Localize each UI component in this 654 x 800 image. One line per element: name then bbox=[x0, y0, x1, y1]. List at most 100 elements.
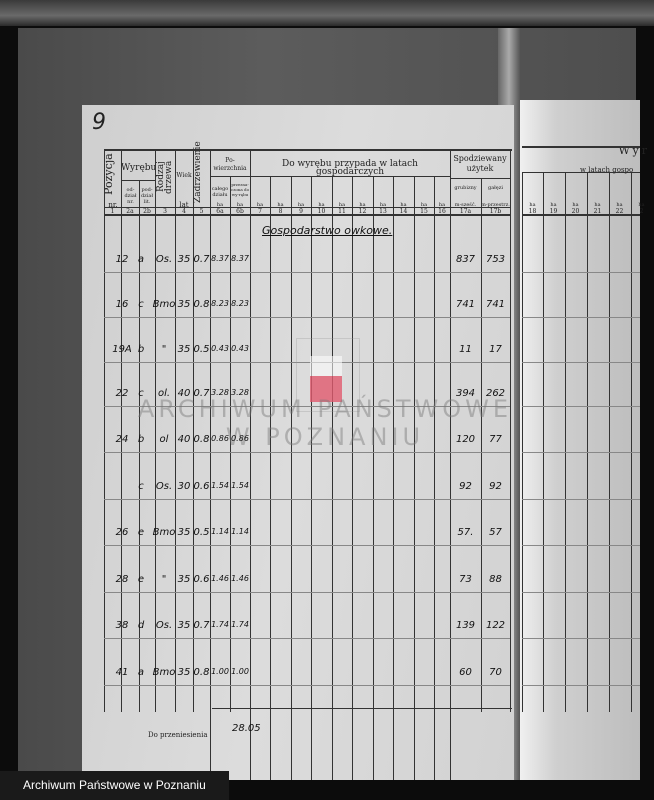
cell-zadrz: 0.7 bbox=[193, 388, 210, 399]
cell-wiek: 30 bbox=[177, 481, 191, 492]
cell-cal: 1.46 bbox=[211, 574, 229, 583]
cell-lit: c bbox=[138, 299, 144, 310]
cell-zadrz: 0.7 bbox=[193, 620, 210, 631]
row-rule bbox=[104, 545, 510, 546]
row-rule bbox=[104, 638, 510, 639]
cell-cal: 8.23 bbox=[211, 299, 229, 308]
right-column-number: 2 bbox=[639, 208, 644, 215]
right-rule-header bbox=[522, 214, 640, 216]
row-rule bbox=[104, 362, 510, 363]
cell-lit: c bbox=[138, 481, 144, 492]
right-column-rule bbox=[543, 172, 544, 712]
right-column-rule bbox=[609, 172, 610, 712]
right-row-rule bbox=[522, 272, 640, 273]
right-header-ha: ha bbox=[572, 202, 579, 208]
column-rule bbox=[291, 176, 292, 780]
column-rule bbox=[250, 150, 251, 780]
column-number: 12 bbox=[358, 208, 367, 215]
cell-lit: e bbox=[137, 527, 145, 538]
archive-banner: Archiwum Państwowe w Poznaniu bbox=[0, 771, 229, 800]
cell-grub: 73 bbox=[459, 574, 472, 585]
cell-wyr: 1.54 bbox=[231, 481, 249, 490]
rule-wyrebu bbox=[121, 180, 155, 181]
film-edge bbox=[0, 0, 654, 26]
cell-nr: 26 bbox=[115, 527, 129, 538]
cell-gal: 262 bbox=[485, 388, 506, 399]
cell-gal: 17 bbox=[489, 344, 502, 355]
right-row-rule bbox=[522, 685, 640, 686]
column-number: 3 bbox=[163, 208, 167, 215]
ledger-page bbox=[82, 105, 514, 780]
cell-wyr: 1.74 bbox=[231, 620, 249, 629]
header-galezi: gałęzi bbox=[488, 185, 503, 191]
archive-logo-watermark bbox=[296, 338, 360, 412]
cell-wyr: 8.23 bbox=[231, 299, 249, 308]
right-header-ha: ha bbox=[594, 202, 601, 208]
cell-nr: 22 bbox=[115, 388, 129, 399]
footer-total: 28.05 bbox=[232, 723, 261, 734]
column-number: 17b bbox=[489, 208, 502, 215]
column-rule bbox=[210, 150, 211, 780]
rule-numbers bbox=[104, 207, 510, 208]
cell-wiek: 35 bbox=[177, 344, 191, 355]
header-wyrebu: Wyrębu bbox=[121, 163, 157, 173]
header-do-wyrebu: Do wyrębu przypada w latach gospodarczyc… bbox=[282, 159, 418, 177]
cell-wiek: 35 bbox=[177, 574, 191, 585]
cell-cal: 1.54 bbox=[211, 481, 229, 490]
cell-rodzaj: " bbox=[161, 344, 167, 355]
cell-rodzaj: " bbox=[161, 574, 167, 585]
header-unit-ha: ha bbox=[256, 202, 264, 208]
cell-lit: b bbox=[137, 434, 145, 445]
cell-wyr: 8.37 bbox=[231, 254, 249, 263]
cell-wiek: 40 bbox=[177, 434, 191, 445]
cell-wyr: 0.86 bbox=[231, 434, 249, 443]
right-header-ha: ha bbox=[550, 202, 557, 208]
header-unit-ha: ha bbox=[297, 202, 305, 208]
cell-wiek: 35 bbox=[177, 254, 191, 265]
right-row-rule bbox=[522, 362, 640, 363]
footer-label: Do przeniesienia bbox=[148, 731, 208, 739]
header-unit-ha: ha bbox=[338, 202, 346, 208]
column-rule bbox=[414, 176, 415, 780]
cell-rodzaj: Os. bbox=[155, 254, 173, 265]
right-column-rule bbox=[522, 172, 523, 712]
column-number: 2a bbox=[126, 208, 134, 215]
cell-cal: 1.00 bbox=[211, 667, 229, 676]
right-header-ha: ha bbox=[529, 202, 536, 208]
column-rule bbox=[510, 150, 511, 712]
rule-total bbox=[212, 708, 512, 709]
right-row-rule bbox=[522, 638, 640, 639]
header-grubizny: grubizny bbox=[454, 185, 477, 191]
column-number: 10 bbox=[317, 208, 326, 215]
column-rule bbox=[139, 180, 140, 712]
page-number: 9 bbox=[92, 110, 106, 135]
cell-nr: 41 bbox=[115, 667, 129, 678]
cell-lit: b bbox=[137, 344, 145, 355]
row-rule bbox=[104, 592, 510, 593]
cell-rodzaj: ol. bbox=[157, 388, 171, 399]
header-wiek-unit: lat bbox=[179, 201, 189, 209]
cell-gal: 122 bbox=[485, 620, 506, 631]
column-number: 6a bbox=[216, 208, 224, 215]
cell-wyr: 1.00 bbox=[231, 667, 249, 676]
cell-rodzaj: Bmo bbox=[152, 299, 176, 310]
cell-gal: 753 bbox=[485, 254, 506, 265]
facing-page bbox=[520, 100, 640, 780]
cell-gal: 88 bbox=[489, 574, 502, 585]
column-rule bbox=[311, 176, 312, 780]
header-unit-ha: ha bbox=[420, 202, 428, 208]
right-row-rule bbox=[522, 452, 640, 453]
row-rule bbox=[104, 317, 510, 318]
cell-grub: 120 bbox=[455, 434, 476, 445]
cell-nr: 38 bbox=[115, 620, 129, 631]
cell-zadrz: 0.8 bbox=[193, 299, 210, 310]
column-number: 8 bbox=[278, 208, 283, 215]
right-row-rule bbox=[522, 499, 640, 500]
header-calego: całego działu bbox=[211, 186, 229, 198]
cell-grub: 57. bbox=[457, 527, 474, 538]
column-rule bbox=[230, 176, 231, 712]
cell-wyr: 0.43 bbox=[231, 344, 249, 353]
cell-lit: e bbox=[137, 574, 145, 585]
right-column-rule bbox=[631, 172, 632, 712]
rule-uzytek bbox=[450, 178, 510, 179]
